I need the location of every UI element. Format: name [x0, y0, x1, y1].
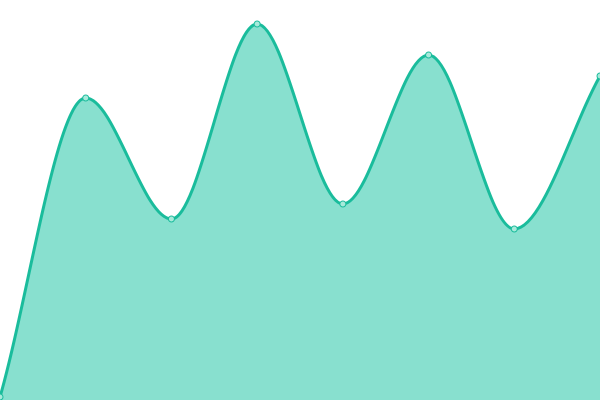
data-point-7	[596, 72, 600, 80]
data-point-1	[82, 94, 90, 102]
area-fill	[0, 24, 600, 400]
data-point-5	[425, 51, 433, 59]
data-point-4	[339, 200, 347, 208]
data-point-6	[510, 225, 518, 233]
data-point-2	[167, 215, 175, 223]
data-point-3	[253, 20, 261, 28]
data-points	[0, 20, 600, 400]
data-point-0	[0, 393, 4, 400]
